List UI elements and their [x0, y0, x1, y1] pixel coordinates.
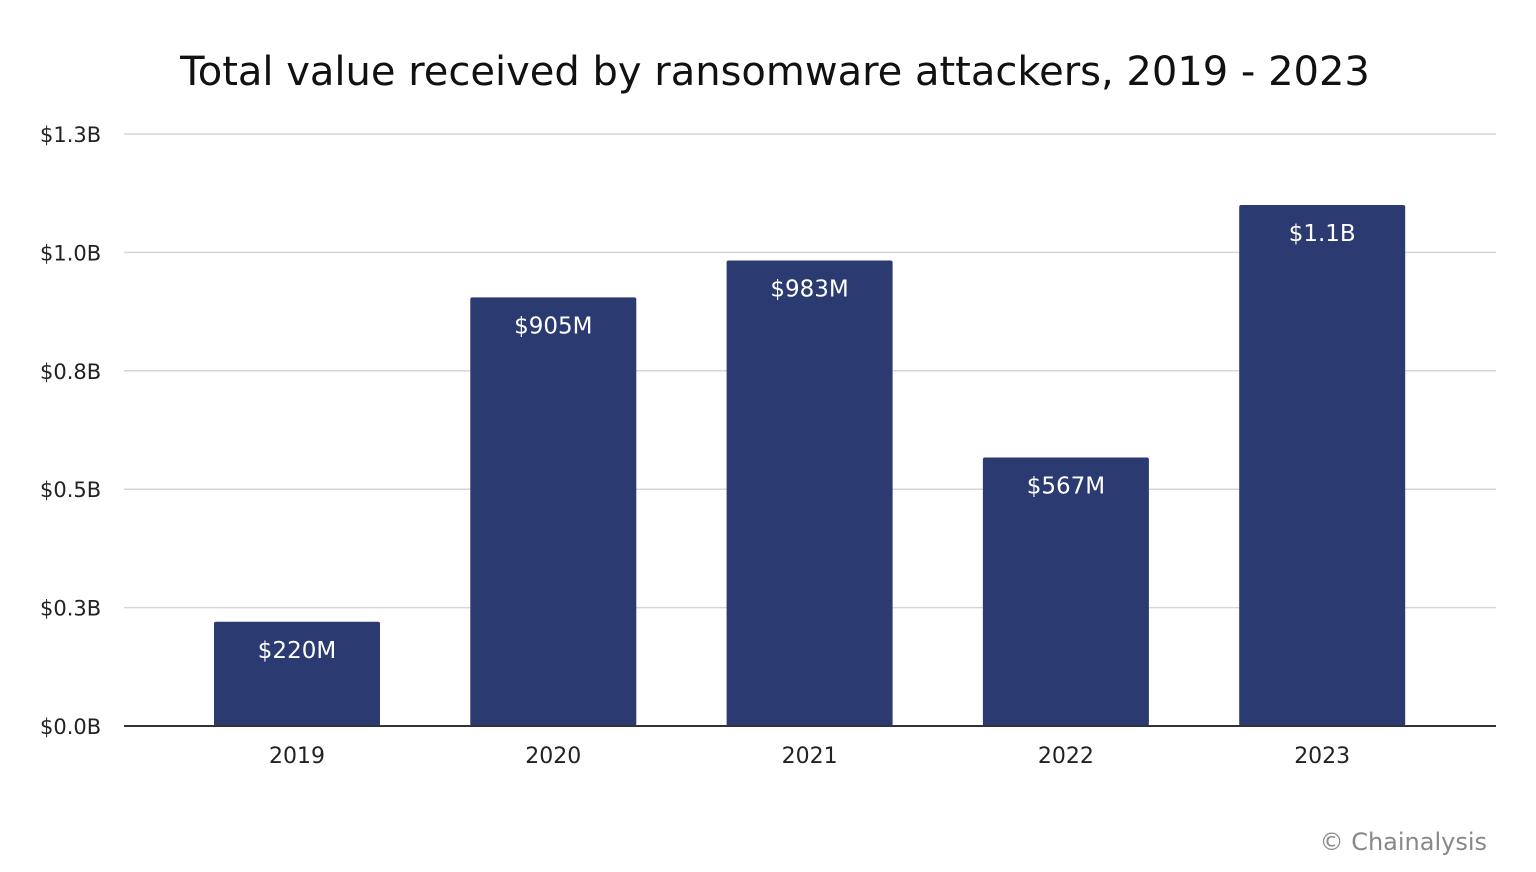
- bars: $220M $905M $983M $567M $1.1B: [214, 205, 1406, 727]
- y-tick-label: $0.5B: [40, 478, 101, 502]
- y-axis-ticks: $0.0B $0.3B $0.5B $0.8B $1.0B $1.3B: [40, 123, 101, 739]
- bar-2020: [470, 297, 637, 726]
- y-tick-label: $0.0B: [40, 715, 101, 739]
- bar-2021: [726, 260, 893, 726]
- bar-2022: [982, 457, 1149, 726]
- data-label: $220M: [258, 638, 336, 664]
- y-tick-label: $0.8B: [40, 360, 101, 384]
- data-label: $567M: [1027, 473, 1105, 499]
- bar-2023: [1239, 205, 1406, 727]
- data-label: $1.1B: [1289, 221, 1356, 247]
- x-tick-label: 2021: [782, 744, 838, 769]
- y-tick-label: $1.3B: [40, 123, 101, 147]
- y-tick-label: $1.0B: [40, 241, 101, 265]
- x-tick-label: 2022: [1038, 744, 1094, 769]
- x-tick-label: 2023: [1294, 744, 1350, 769]
- x-axis-ticks: 2019 2020 2021 2022 2023: [269, 744, 1350, 769]
- data-label: $983M: [770, 276, 848, 302]
- chart-title: Total value received by ransomware attac…: [179, 49, 1370, 95]
- data-label: $905M: [514, 313, 592, 339]
- x-tick-label: 2019: [269, 744, 325, 769]
- x-tick-label: 2020: [525, 744, 581, 769]
- bar-2019: [214, 621, 380, 726]
- credit-text: © Chainalysis: [1320, 828, 1487, 856]
- y-tick-label: $0.3B: [40, 597, 101, 621]
